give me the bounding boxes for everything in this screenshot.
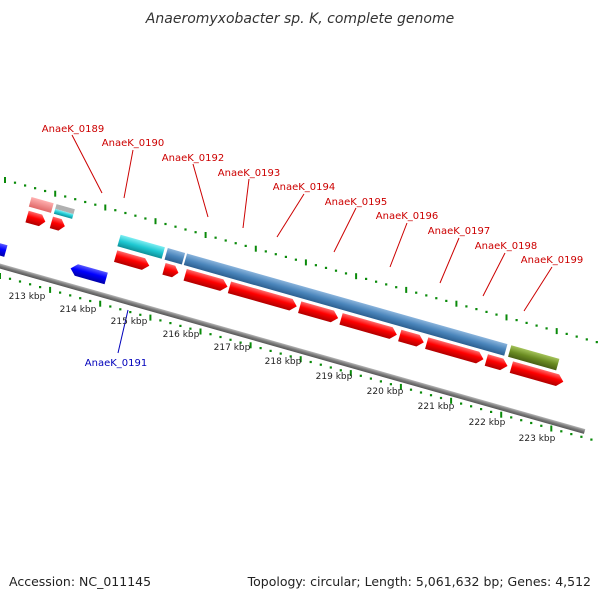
feature-track: [0, 197, 586, 434]
cds-arrow-anaek-0197[interactable]: [339, 313, 398, 340]
leader-anaek-0191: [117, 309, 129, 354]
kbp-label-214: 214 kbp: [60, 305, 97, 315]
gene-label-anaek-0194[interactable]: AnaeK_0194: [273, 182, 335, 193]
cog-box-span: [183, 253, 508, 356]
gene-leader-lines: [71, 134, 553, 312]
leader-anaek-0197: [439, 237, 460, 284]
cds-arrow-anaek-0194[interactable]: [183, 269, 230, 293]
cog-box-anaek-0190-lower: [53, 208, 74, 219]
leader-anaek-0195: [333, 207, 357, 253]
gene-label-anaek-0193[interactable]: AnaeK_0193: [218, 168, 280, 179]
gene-label-anaek-0196[interactable]: AnaeK_0196: [376, 211, 438, 222]
leader-anaek-0199: [523, 266, 553, 312]
gene-label-anaek-0192[interactable]: AnaeK_0192: [162, 153, 224, 164]
kbp-label-222: 222 kbp: [469, 418, 506, 428]
kbp-labels: 213 kbp 214 kbp 215 kbp 216 kbp 217 kbp …: [9, 292, 556, 444]
cds-arrow-anaek-0196[interactable]: [298, 301, 340, 323]
cds-arrow-anaek-0195[interactable]: [227, 281, 299, 313]
gene-label-anaek-0195[interactable]: AnaeK_0195: [325, 197, 387, 208]
cds-arrow-edge[interactable]: [509, 361, 565, 387]
kbp-label-223: 223 kbp: [519, 434, 556, 444]
cog-box-anaek-0192: [117, 234, 165, 259]
kbp-label-219: 219 kbp: [316, 372, 353, 382]
cds-arrow-next[interactable]: [484, 354, 509, 372]
cog-box-edge: [508, 345, 560, 371]
cds-arrow-anaek-0190[interactable]: [49, 216, 67, 232]
map-title: Anaeromyxobacter sp. K, complete genome: [145, 11, 454, 27]
topology-text: Topology: circular; Length: 5,061,632 bp…: [247, 574, 591, 589]
cds-arrow-anaek-0199[interactable]: [425, 337, 485, 365]
leader-anaek-0189: [71, 134, 103, 194]
cds-arrow-anaek-0198[interactable]: [398, 329, 425, 348]
cds-arrow-anaek-0191[interactable]: [69, 263, 108, 285]
gene-label-anaek-0199[interactable]: AnaeK_0199: [521, 255, 583, 266]
gene-label-anaek-0197[interactable]: AnaeK_0197: [428, 226, 490, 237]
leader-anaek-0196: [389, 222, 408, 268]
kbp-label-217: 217 kbp: [214, 343, 251, 353]
gene-label-anaek-0198[interactable]: AnaeK_0198: [475, 241, 537, 252]
gene-label-anaek-0191[interactable]: AnaeK_0191: [85, 358, 147, 369]
cds-arrow-anaek-0193[interactable]: [162, 263, 180, 279]
cds-arrow-reverse[interactable]: [0, 230, 8, 257]
inner-tick-row: [0, 273, 593, 441]
kbp-label-213: 213 kbp: [9, 292, 46, 302]
kbp-label-220: 220 kbp: [367, 387, 404, 397]
kbp-label-218: 218 kbp: [265, 357, 302, 367]
leader-anaek-0198: [482, 252, 506, 297]
cds-arrow-anaek-0192[interactable]: [113, 250, 151, 271]
cog-box-anaek-0189: [28, 197, 54, 213]
gene-label-anaek-0190[interactable]: AnaeK_0190: [102, 138, 164, 149]
kbp-label-221: 221 kbp: [418, 402, 455, 412]
gene-label-anaek-0189[interactable]: AnaeK_0189: [42, 124, 104, 135]
cog-box-anaek-0190-upper: [55, 204, 75, 215]
leader-anaek-0194: [276, 193, 305, 238]
genome-backbone: [0, 233, 586, 434]
accession-text: Accession: NC_011145: [9, 574, 151, 589]
kbp-label-216: 216 kbp: [163, 330, 200, 340]
leader-anaek-0190: [123, 149, 134, 199]
cds-arrow-anaek-0189[interactable]: [25, 210, 47, 228]
gene-labels: AnaeK_0189 AnaeK_0190 AnaeK_0192 AnaeK_0…: [42, 124, 583, 266]
leader-anaek-0192: [192, 163, 209, 218]
kbp-label-215: 215 kbp: [111, 317, 148, 327]
cog-box-anaek-0193: [164, 248, 186, 265]
outer-tick-row: [4, 177, 598, 344]
leader-anaek-0193: [242, 178, 250, 229]
